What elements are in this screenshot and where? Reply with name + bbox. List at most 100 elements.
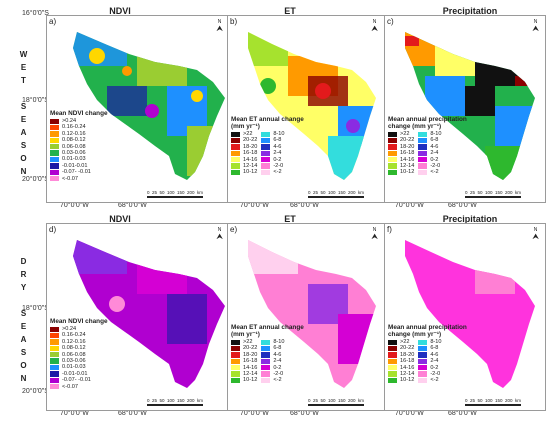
panel-label-f: f) (387, 225, 392, 234)
legend-column-right: 8-10 6-8 4-6 2-4 0-2 -2-0 <-2 (261, 131, 285, 176)
legend-item: 8-10 (418, 339, 442, 345)
season-letter: T (21, 76, 27, 85)
legend-label: 8-10 (273, 339, 285, 345)
legend-swatch (418, 358, 428, 365)
legend-swatch (388, 377, 397, 384)
legend-item: 10-12 (231, 169, 257, 175)
legend-label: -2-0 (273, 162, 284, 169)
legend-swatch (388, 371, 397, 377)
scale-tick: 0 (147, 398, 150, 403)
legend-item: -0.01-0.01 (50, 371, 108, 377)
lon-label-70w-b: 70°0'0"W (240, 202, 269, 209)
lon-label-68w-c: 68°0'0"W (448, 202, 477, 209)
legend-item: 16-18 (388, 150, 414, 156)
legend-label: 12-14 (400, 370, 415, 377)
scale-ticks: 0 25 50 100 150 200 km (308, 190, 364, 195)
scale-tick: 200 (505, 190, 513, 195)
legend-item: <-0.07 (50, 384, 108, 390)
legend-label: 6-8 (273, 345, 282, 352)
scale-tick: 100 (328, 398, 336, 403)
scale-tick: 100 (485, 190, 493, 195)
legend-swatch (50, 371, 59, 377)
legend-item: 18-20 (231, 352, 257, 358)
season-letter: S (20, 102, 28, 111)
scale-tick: 50 (477, 398, 483, 403)
legend-swatch (418, 371, 428, 377)
legend-item: 8-10 (261, 339, 285, 345)
legend-column-left: >22 20-22 18-20 16-18 14-16 12-14 10-12 (388, 339, 414, 384)
legend-item: 10-12 (231, 377, 257, 383)
legend-item: 6-8 (261, 137, 284, 143)
season-letter: W (19, 50, 29, 59)
legend-item: 8-10 (418, 131, 442, 137)
legend-swatch (261, 358, 271, 365)
legend-item: 0-2 (261, 157, 284, 163)
legend-label: 18-20 (243, 351, 258, 358)
legend-label: 0.08-0.12 (62, 137, 86, 144)
scale-tick: 200 (348, 398, 356, 403)
legend-label: 0.16-0.24 (62, 332, 86, 339)
legend-swatch (388, 163, 397, 169)
legend-swatch (388, 169, 397, 176)
legend-column-left: >22 20-22 18-20 16-18 14-16 12-14 10-12 (231, 131, 257, 176)
legend-swatch (418, 352, 428, 358)
legend-item: 10-12 (388, 377, 414, 383)
scale-tick: 50 (320, 190, 326, 195)
legend-label: 4-6 (273, 351, 282, 358)
season-letter: O (20, 361, 28, 370)
legend-swatch (388, 144, 397, 150)
legend-item: >0.24 (50, 118, 108, 124)
legend-item: >22 (231, 131, 257, 137)
scale-tick: 0 (308, 398, 311, 403)
scale-tick: 25 (313, 190, 319, 195)
legend-item: 20-22 (231, 345, 257, 351)
legend-swatch (50, 364, 59, 371)
legend-swatch (50, 124, 59, 131)
legend-label: -2-0 (273, 370, 284, 377)
scale-tick: 200 (348, 190, 356, 195)
legend-label: 10-12 (400, 169, 415, 176)
legend-item: 14-16 (231, 157, 257, 163)
legend-swatch (50, 144, 59, 150)
north-arrow-b: N ⮝ (371, 19, 378, 33)
legend-swatch (50, 326, 59, 332)
legend-title: Mean annual precipitation change (mm yr⁻¹… (388, 324, 467, 338)
legend-label: 0.03-0.06 (62, 357, 86, 364)
legend-swatch (50, 118, 59, 124)
legend-swatch (261, 371, 271, 377)
legend-item: 2-4 (261, 358, 284, 364)
season-letter: E (20, 322, 28, 331)
lon-label-70w-d: 70°0'0"W (60, 410, 89, 417)
scale-tick: 25 (470, 190, 476, 195)
legend-item: 2-4 (418, 358, 441, 364)
scale-bar-graphic (308, 196, 364, 198)
legend-item: >0.24 (50, 326, 108, 332)
legend-swatch (261, 157, 271, 163)
legend-swatch (50, 163, 59, 169)
map-dry-ndvi (73, 240, 225, 388)
legend-swatch (231, 157, 240, 163)
scale-bar-graphic (465, 196, 521, 198)
scale-unit: km (515, 190, 521, 195)
legend-item: <-2 (261, 169, 284, 175)
legend-swatch (261, 365, 271, 371)
legend-label: 0-2 (273, 364, 282, 371)
legend-swatch (231, 339, 240, 345)
legend-et-dry: Mean ET annual change (mm yr⁻¹) >22 20-22 1… (231, 324, 304, 384)
legend-label: 0.12-0.16 (62, 338, 86, 345)
legend-label: 0-2 (273, 156, 282, 163)
legend-label: 0-2 (430, 156, 439, 163)
legend-item: 20-22 (388, 345, 414, 351)
legend-label: 16-18 (400, 150, 415, 157)
scale-tick: 25 (470, 398, 476, 403)
legend-column-right: 8-10 6-8 4-6 2-4 0-2 -2-0 <-2 (261, 339, 285, 384)
lat-label-20s: 20°0'0"S (22, 176, 49, 183)
legend-item: 16-18 (388, 358, 414, 364)
legend-label: -2-0 (430, 162, 441, 169)
legend-item: 0.01-0.03 (50, 156, 108, 162)
scale-tick: 100 (167, 190, 175, 195)
legend-swatch (418, 137, 428, 144)
legend-label: 0.06-0.08 (62, 351, 86, 358)
legend-label: 10-12 (243, 169, 258, 176)
